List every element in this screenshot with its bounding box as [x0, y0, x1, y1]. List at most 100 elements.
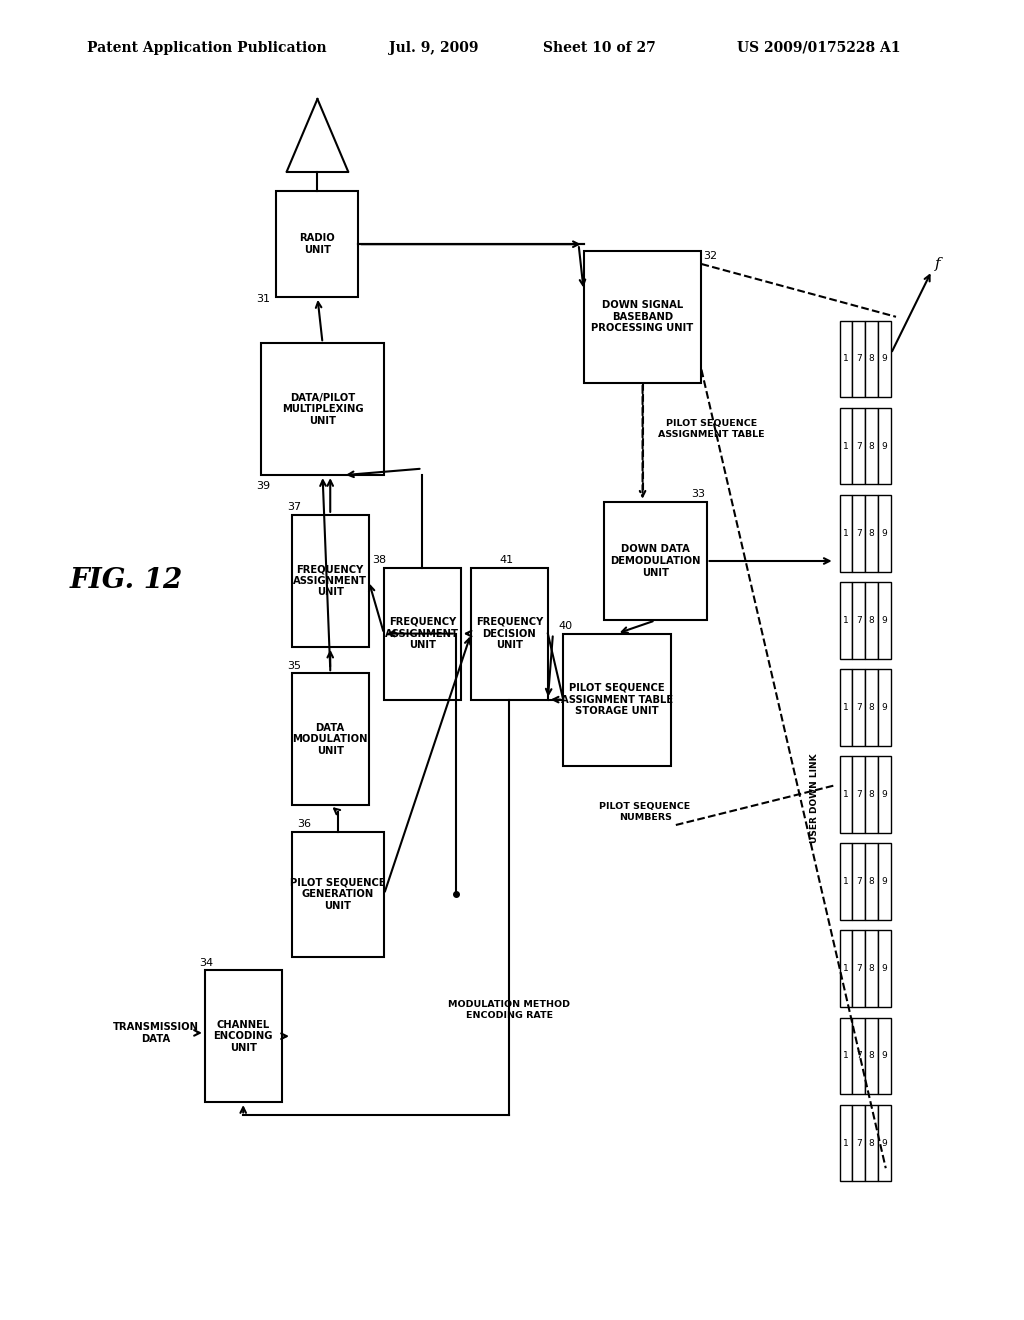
Bar — [840, 1018, 852, 1094]
Bar — [852, 321, 865, 397]
Bar — [878, 669, 891, 746]
Bar — [865, 756, 878, 833]
Bar — [878, 495, 891, 572]
Text: 37: 37 — [287, 502, 301, 512]
Bar — [852, 495, 865, 572]
Bar — [865, 669, 878, 746]
Bar — [852, 582, 865, 659]
Text: 9: 9 — [882, 616, 888, 624]
Bar — [865, 1105, 878, 1181]
Bar — [840, 582, 852, 659]
Text: 9: 9 — [882, 791, 888, 799]
Bar — [865, 321, 878, 397]
Text: 9: 9 — [882, 965, 888, 973]
Bar — [840, 669, 852, 746]
Text: 1: 1 — [843, 704, 849, 711]
Text: 9: 9 — [882, 355, 888, 363]
Text: 41: 41 — [500, 554, 513, 565]
Text: 39: 39 — [256, 480, 270, 491]
Bar — [276, 191, 358, 297]
Text: 7: 7 — [856, 355, 862, 363]
Text: 1: 1 — [843, 878, 849, 886]
Bar — [292, 832, 384, 957]
Text: 9: 9 — [882, 529, 888, 537]
Bar — [852, 1105, 865, 1181]
Text: PILOT SEQUENCE
ASSIGNMENT TABLE: PILOT SEQUENCE ASSIGNMENT TABLE — [658, 420, 765, 438]
Text: PILOT SEQUENCE
ASSIGNMENT TABLE
STORAGE UNIT: PILOT SEQUENCE ASSIGNMENT TABLE STORAGE … — [561, 682, 673, 717]
Text: 8: 8 — [868, 791, 874, 799]
Text: 7: 7 — [856, 529, 862, 537]
Text: PILOT SEQUENCE
NUMBERS: PILOT SEQUENCE NUMBERS — [599, 803, 691, 821]
Bar — [878, 582, 891, 659]
Text: 7: 7 — [856, 791, 862, 799]
Bar — [878, 931, 891, 1007]
Text: FREQUENCY
DECISION
UNIT: FREQUENCY DECISION UNIT — [476, 616, 543, 651]
Bar — [840, 843, 852, 920]
Text: 9: 9 — [882, 442, 888, 450]
Text: 9: 9 — [882, 704, 888, 711]
Text: FIG. 12: FIG. 12 — [70, 568, 183, 594]
Bar — [865, 582, 878, 659]
Bar — [865, 408, 878, 484]
Text: 8: 8 — [868, 355, 874, 363]
Bar — [840, 408, 852, 484]
Text: DOWN DATA
DEMODULATION
UNIT: DOWN DATA DEMODULATION UNIT — [610, 544, 700, 578]
Text: PILOT SEQUENCE
GENERATION
UNIT: PILOT SEQUENCE GENERATION UNIT — [290, 878, 386, 911]
Bar — [840, 931, 852, 1007]
Text: Patent Application Publication: Patent Application Publication — [87, 41, 327, 54]
Text: 8: 8 — [868, 965, 874, 973]
Text: FREQUENCY
ASSIGNMENT
UNIT: FREQUENCY ASSIGNMENT UNIT — [293, 564, 368, 598]
Text: 8: 8 — [868, 1139, 874, 1147]
Bar — [865, 495, 878, 572]
Text: RADIO
UNIT: RADIO UNIT — [300, 234, 335, 255]
Bar — [840, 495, 852, 572]
Bar — [878, 408, 891, 484]
Bar — [840, 321, 852, 397]
Text: 7: 7 — [856, 442, 862, 450]
Bar — [852, 408, 865, 484]
Text: 1: 1 — [843, 1052, 849, 1060]
Bar — [852, 843, 865, 920]
Text: 40: 40 — [558, 620, 572, 631]
Text: 8: 8 — [868, 529, 874, 537]
Bar — [604, 502, 707, 620]
Bar — [878, 843, 891, 920]
Text: f: f — [935, 257, 940, 271]
Bar — [563, 634, 671, 766]
Text: US 2009/0175228 A1: US 2009/0175228 A1 — [737, 41, 901, 54]
Text: MODULATION METHOD
ENCODING RATE: MODULATION METHOD ENCODING RATE — [449, 1001, 570, 1019]
Text: 1: 1 — [843, 442, 849, 450]
Bar — [292, 515, 369, 647]
Text: 34: 34 — [200, 957, 214, 968]
Bar — [852, 669, 865, 746]
Bar — [878, 1105, 891, 1181]
Text: 9: 9 — [882, 1052, 888, 1060]
Bar — [261, 343, 384, 475]
Text: 7: 7 — [856, 878, 862, 886]
Text: 9: 9 — [882, 878, 888, 886]
Text: 38: 38 — [372, 554, 386, 565]
Text: 8: 8 — [868, 878, 874, 886]
Text: 1: 1 — [843, 616, 849, 624]
Text: 1: 1 — [843, 1139, 849, 1147]
Text: 31: 31 — [256, 293, 270, 304]
Text: 1: 1 — [843, 791, 849, 799]
Text: 7: 7 — [856, 616, 862, 624]
Text: FREQUENCY
ASSIGNMENT
UNIT: FREQUENCY ASSIGNMENT UNIT — [385, 616, 460, 651]
Text: 8: 8 — [868, 442, 874, 450]
Text: 8: 8 — [868, 1052, 874, 1060]
Text: 35: 35 — [287, 660, 301, 671]
Text: DATA/PILOT
MULTIPLEXING
UNIT: DATA/PILOT MULTIPLEXING UNIT — [282, 392, 364, 426]
Text: DATA
MODULATION
UNIT: DATA MODULATION UNIT — [293, 722, 368, 756]
Text: 7: 7 — [856, 1139, 862, 1147]
Text: CHANNEL
ENCODING
UNIT: CHANNEL ENCODING UNIT — [213, 1019, 273, 1053]
Bar — [865, 931, 878, 1007]
Bar — [584, 251, 701, 383]
Text: USER DOWN LINK: USER DOWN LINK — [810, 754, 818, 843]
Bar — [840, 756, 852, 833]
Bar — [865, 1018, 878, 1094]
Bar — [852, 756, 865, 833]
Text: 8: 8 — [868, 616, 874, 624]
Bar — [292, 673, 369, 805]
Text: 1: 1 — [843, 355, 849, 363]
